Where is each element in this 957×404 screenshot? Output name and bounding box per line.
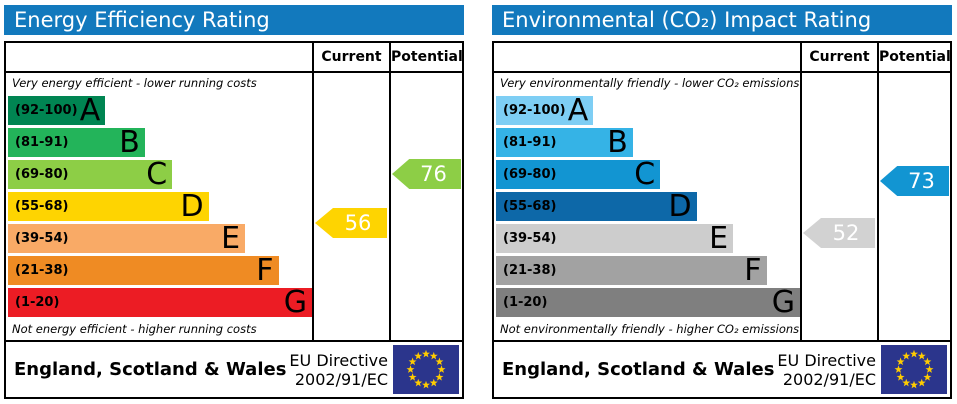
eu-directive-line2: 2002/91/EC bbox=[294, 369, 388, 389]
panel-footer: England, Scotland & Wales EU Directive 2… bbox=[6, 342, 462, 397]
band-range-label: (81-91) bbox=[503, 135, 557, 150]
current-rating-arrow: 56 bbox=[315, 208, 387, 238]
panel-title-bar: Environmental (CO₂) Impact Rating bbox=[492, 5, 952, 35]
rating-band-c: (69-80) C bbox=[496, 157, 800, 192]
band-grade-letter: G bbox=[283, 285, 307, 320]
current-rating-arrow: 52 bbox=[803, 218, 875, 248]
eu-directive-label: EU Directive 2002/91/EC bbox=[289, 350, 388, 388]
band-range-label: (55-68) bbox=[503, 199, 557, 214]
band-bar: (69-80) C bbox=[8, 157, 173, 192]
band-grade-letter: C bbox=[146, 157, 168, 192]
rating-band-g: (1-20) G bbox=[8, 285, 312, 320]
column-divider bbox=[389, 43, 391, 340]
band-grade-letter: C bbox=[634, 157, 656, 192]
panel-title: Environmental (CO₂) Impact Rating bbox=[502, 8, 872, 32]
scale-note-top: Very energy efficient - lower running co… bbox=[12, 76, 257, 90]
band-range-label: (81-91) bbox=[15, 135, 69, 150]
band-range-label: (1-20) bbox=[503, 295, 548, 310]
band-range-label: (69-80) bbox=[15, 167, 69, 182]
band-grade-letter: F bbox=[256, 253, 274, 288]
band-bar: (39-54) E bbox=[496, 221, 734, 256]
potential-column-header: Potential bbox=[391, 49, 463, 65]
band-grade-letter: E bbox=[221, 221, 241, 256]
column-divider bbox=[312, 43, 314, 340]
band-bar: (55-68) D bbox=[8, 189, 209, 224]
band-grade-letter: G bbox=[771, 285, 795, 320]
band-range-label: (39-54) bbox=[15, 231, 69, 246]
band-grade-letter: A bbox=[567, 93, 589, 128]
potential-rating-arrow: 73 bbox=[880, 166, 949, 196]
scale-note-top: Very environmentally friendly - lower CO… bbox=[500, 76, 800, 90]
rating-band-a: (92-100) A bbox=[8, 93, 312, 128]
band-grade-letter: D bbox=[668, 189, 692, 224]
environmental-impact-panel: Environmental (CO₂) Impact Rating Curren… bbox=[492, 5, 952, 399]
band-bar: (69-80) C bbox=[496, 157, 661, 192]
column-divider bbox=[800, 43, 802, 340]
region-label: England, Scotland & Wales bbox=[502, 359, 775, 380]
eu-flag-icon bbox=[393, 345, 459, 394]
band-grade-letter: D bbox=[180, 189, 204, 224]
band-grade-letter: F bbox=[744, 253, 762, 288]
band-bar: (1-20) G bbox=[8, 285, 312, 320]
band-bar: (1-20) G bbox=[496, 285, 800, 320]
column-divider bbox=[877, 43, 879, 340]
band-grade-letter: B bbox=[607, 125, 628, 160]
band-grade-letter: B bbox=[119, 125, 140, 160]
band-bar: (81-91) B bbox=[8, 125, 145, 160]
band-range-label: (69-80) bbox=[503, 167, 557, 182]
header-separator bbox=[6, 71, 462, 73]
panel-footer: England, Scotland & Wales EU Directive 2… bbox=[494, 342, 950, 397]
rating-band-b: (81-91) B bbox=[8, 125, 312, 160]
header-separator bbox=[494, 71, 950, 73]
band-range-label: (92-100) bbox=[503, 103, 566, 118]
panel-title-bar: Energy Efficiency Rating bbox=[4, 5, 464, 35]
scale-note-bottom: Not environmentally friendly - higher CO… bbox=[500, 322, 800, 336]
band-bar: (92-100) A bbox=[496, 93, 594, 128]
energy-efficiency-panel: Energy Efficiency Rating Current Potenti… bbox=[4, 5, 464, 399]
rating-band-g: (1-20) G bbox=[496, 285, 800, 320]
band-bar: (39-54) E bbox=[8, 221, 246, 256]
region-label: England, Scotland & Wales bbox=[14, 359, 287, 380]
band-range-label: (21-38) bbox=[503, 263, 557, 278]
band-bar: (92-100) A bbox=[8, 93, 106, 128]
band-bar: (81-91) B bbox=[496, 125, 633, 160]
band-range-label: (1-20) bbox=[15, 295, 60, 310]
rating-band-f: (21-38) F bbox=[8, 253, 312, 288]
band-bar: (55-68) D bbox=[496, 189, 697, 224]
eu-directive-line1: EU Directive bbox=[289, 350, 388, 370]
band-range-label: (92-100) bbox=[15, 103, 78, 118]
band-grade-letter: A bbox=[79, 93, 101, 128]
potential-rating-arrow: 76 bbox=[392, 159, 461, 189]
rating-bands: (92-100) A (81-91) B (69-80) C (55-68) D (39-54)… bbox=[496, 96, 800, 320]
eu-directive-line1: EU Directive bbox=[777, 350, 876, 370]
scale-note-bottom: Not energy efficient - higher running co… bbox=[12, 322, 257, 336]
band-range-label: (55-68) bbox=[15, 199, 69, 214]
potential-column-header: Potential bbox=[879, 49, 951, 65]
eu-flag-icon bbox=[881, 345, 947, 394]
rating-table: Current Potential Very environmentally f… bbox=[492, 41, 952, 399]
rating-bands: (92-100) A (81-91) B (69-80) C (55-68) D (39-54)… bbox=[8, 96, 312, 320]
rating-band-c: (69-80) C bbox=[8, 157, 312, 192]
footer-separator bbox=[494, 340, 950, 342]
band-grade-letter: E bbox=[709, 221, 729, 256]
band-range-label: (39-54) bbox=[503, 231, 557, 246]
current-column-header: Current bbox=[321, 49, 382, 65]
current-column-header: Current bbox=[809, 49, 870, 65]
footer-separator bbox=[6, 340, 462, 342]
rating-band-b: (81-91) B bbox=[496, 125, 800, 160]
rating-band-d: (55-68) D bbox=[8, 189, 312, 224]
rating-band-f: (21-38) F bbox=[496, 253, 800, 288]
eu-directive-label: EU Directive 2002/91/EC bbox=[777, 350, 876, 388]
band-bar: (21-38) F bbox=[8, 253, 279, 288]
panel-title: Energy Efficiency Rating bbox=[14, 8, 270, 32]
rating-band-e: (39-54) E bbox=[8, 221, 312, 256]
eu-directive-line2: 2002/91/EC bbox=[782, 369, 876, 389]
rating-band-e: (39-54) E bbox=[496, 221, 800, 256]
rating-table: Current Potential Very energy efficient … bbox=[4, 41, 464, 399]
rating-band-d: (55-68) D bbox=[496, 189, 800, 224]
band-range-label: (21-38) bbox=[15, 263, 69, 278]
rating-band-a: (92-100) A bbox=[496, 93, 800, 128]
band-bar: (21-38) F bbox=[496, 253, 767, 288]
